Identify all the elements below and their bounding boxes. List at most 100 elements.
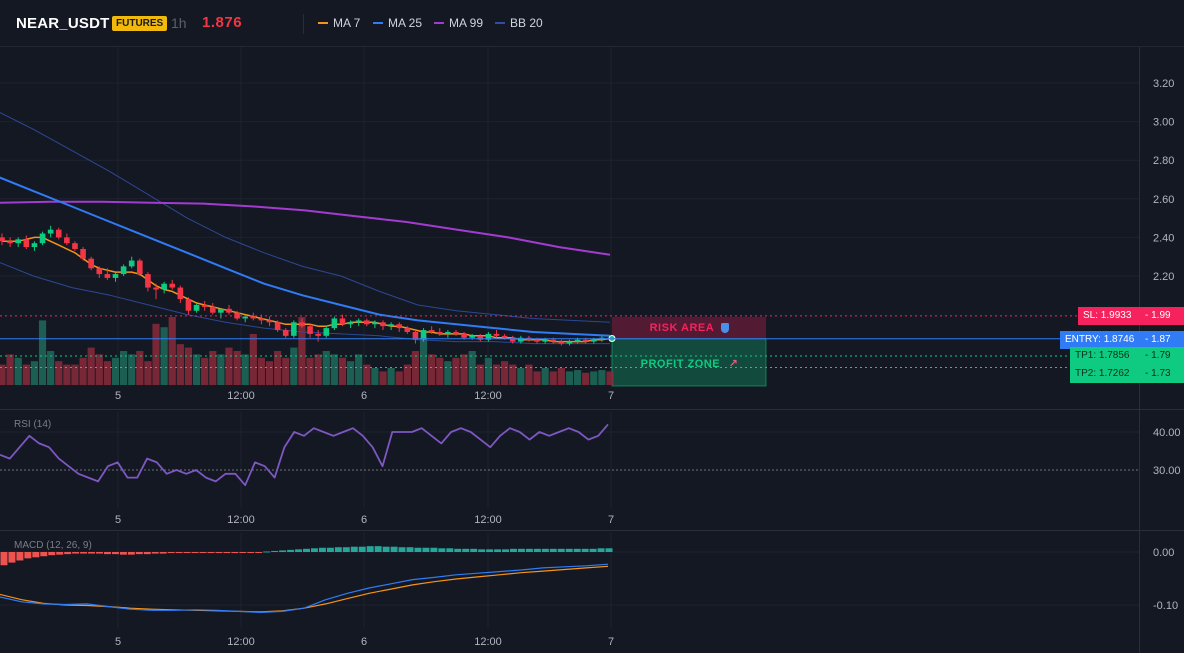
candle[interactable]	[88, 258, 94, 269]
candle[interactable]	[104, 274, 111, 278]
candle[interactable]	[445, 331, 451, 334]
tp2-label[interactable]: TP2: 1.7262	[1070, 365, 1140, 383]
candle[interactable]	[396, 324, 403, 329]
candle[interactable]	[201, 304, 208, 307]
profit-zone[interactable]	[611, 338, 767, 387]
candle[interactable]	[566, 341, 573, 344]
candle[interactable]	[226, 308, 232, 313]
candle[interactable]	[299, 322, 305, 327]
candle[interactable]	[250, 316, 257, 319]
candle[interactable]	[23, 239, 30, 248]
candle[interactable]	[380, 322, 386, 327]
macd-histogram-bar	[478, 549, 486, 552]
candle[interactable]	[347, 322, 354, 325]
candle[interactable]	[185, 299, 192, 311]
candle[interactable]	[461, 333, 467, 338]
candle[interactable]	[218, 308, 224, 313]
candle[interactable]	[128, 260, 135, 267]
macd-histogram-bar	[502, 549, 510, 552]
volume-bar	[120, 351, 128, 385]
candle[interactable]	[582, 339, 589, 342]
candle[interactable]	[137, 260, 143, 275]
tp1-label[interactable]: TP1: 1.7856	[1070, 347, 1140, 365]
candle[interactable]	[31, 243, 38, 248]
candle[interactable]	[534, 339, 540, 342]
candle[interactable]	[47, 229, 54, 234]
candle[interactable]	[477, 335, 484, 340]
candle[interactable]	[404, 328, 411, 332]
candle[interactable]	[574, 339, 581, 342]
candle[interactable]	[493, 333, 500, 336]
candle[interactable]	[234, 312, 240, 319]
candle[interactable]	[485, 333, 492, 340]
candle[interactable]	[145, 274, 151, 288]
candle[interactable]	[388, 324, 394, 327]
candle[interactable]	[55, 229, 62, 238]
time-axis-label: 6	[361, 636, 367, 648]
candle[interactable]	[0, 237, 5, 242]
macd-histogram-bar	[581, 548, 589, 552]
candle[interactable]	[7, 241, 13, 244]
candle[interactable]	[177, 287, 184, 300]
candle[interactable]	[39, 233, 46, 244]
candle[interactable]	[64, 237, 70, 244]
candle[interactable]	[469, 335, 475, 338]
macd-histogram-bar	[167, 552, 175, 554]
legend-ma25[interactable]: MA 25	[373, 16, 422, 30]
volume-bar	[541, 368, 549, 385]
legend-ma7[interactable]: MA 7	[318, 16, 360, 30]
candle[interactable]	[509, 337, 516, 342]
candle[interactable]	[420, 330, 427, 340]
sl-label[interactable]: SL: 1.9933	[1078, 307, 1140, 325]
candle[interactable]	[120, 266, 127, 275]
candle[interactable]	[436, 331, 443, 334]
candle[interactable]	[428, 330, 435, 332]
candle[interactable]	[112, 274, 119, 278]
timeframe-selector[interactable]: 1h	[171, 15, 187, 31]
candle[interactable]	[550, 339, 557, 342]
volume-bar	[184, 347, 193, 385]
candle[interactable]	[315, 333, 321, 336]
candle[interactable]	[412, 331, 419, 340]
macd-histogram-bar	[398, 547, 406, 552]
candle[interactable]	[542, 339, 548, 342]
candle[interactable]	[96, 268, 103, 275]
candle[interactable]	[72, 243, 78, 249]
legend-bb20[interactable]: BB 20	[495, 16, 543, 30]
candle[interactable]	[339, 318, 346, 325]
candle[interactable]	[590, 339, 597, 342]
candle[interactable]	[169, 283, 176, 288]
symbol-name[interactable]: NEAR_USDT	[16, 15, 110, 32]
legend-ma99[interactable]: MA 99	[434, 16, 483, 30]
candle[interactable]	[209, 306, 216, 313]
candle[interactable]	[558, 341, 565, 344]
candle[interactable]	[501, 335, 508, 338]
macd-histogram-bar	[422, 547, 430, 552]
macd-histogram-bar	[462, 548, 470, 552]
candle[interactable]	[258, 318, 265, 321]
candle[interactable]	[453, 331, 459, 334]
volume-bar	[168, 317, 176, 385]
entry-label[interactable]: ENTRY: 1.8746	[1060, 331, 1140, 349]
candle[interactable]	[15, 239, 22, 244]
candle[interactable]	[193, 304, 200, 311]
candle[interactable]	[364, 320, 370, 325]
risk-area-zone[interactable]	[612, 316, 766, 339]
tp2-price-value: 1.73	[1151, 368, 1171, 379]
candle[interactable]	[518, 337, 524, 342]
candle[interactable]	[274, 322, 281, 331]
candle[interactable]	[282, 330, 289, 336]
candle[interactable]	[266, 320, 273, 323]
candle[interactable]	[161, 283, 167, 290]
candle[interactable]	[307, 326, 313, 334]
candle[interactable]	[372, 322, 378, 325]
macd-histogram-bar	[565, 548, 573, 552]
candle[interactable]	[331, 318, 338, 329]
candle[interactable]	[355, 320, 362, 323]
candle[interactable]	[80, 248, 86, 259]
candle[interactable]	[242, 316, 248, 319]
candle[interactable]	[323, 328, 330, 336]
candle[interactable]	[291, 322, 297, 336]
candle[interactable]	[153, 287, 159, 290]
